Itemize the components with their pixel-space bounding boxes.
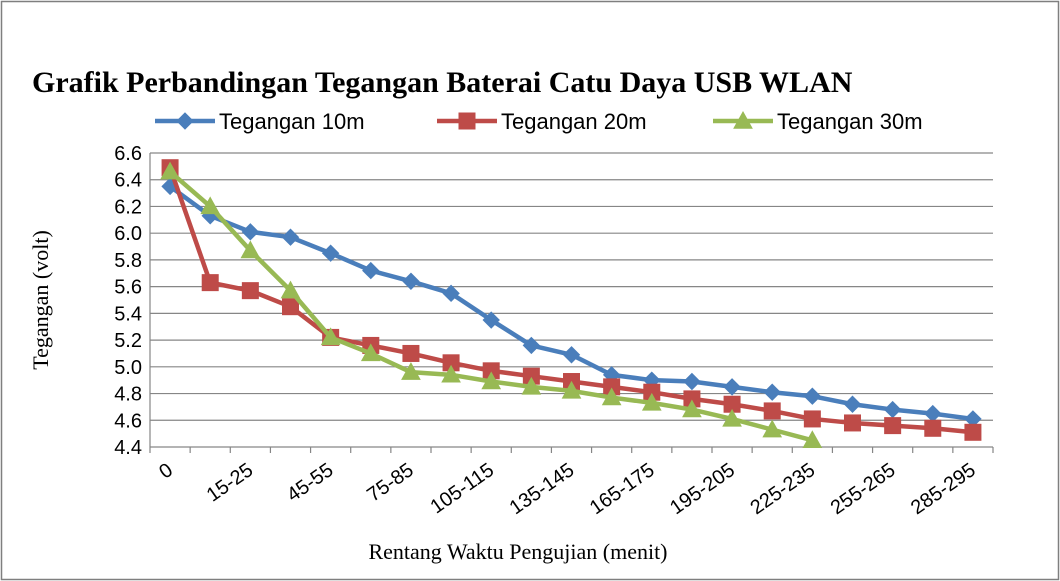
data-point [402,272,420,290]
data-point [281,228,300,246]
data-point [601,387,622,406]
data-point [803,410,821,428]
data-point [362,261,380,280]
data-point [201,274,219,292]
data-point [458,112,476,130]
data-point [521,376,542,395]
data-point [320,327,341,346]
data-point [803,387,822,405]
legend: Tegangan 10m Tegangan 20m Tegangan 30m [155,109,923,134]
data-point [522,336,541,355]
data-point [481,371,502,390]
legend-item: Tegangan 20m [437,109,647,134]
data-point [321,244,340,262]
y-tick-label: 5.8 [114,250,142,272]
legend-label: Tegangan 30m [777,109,923,134]
chart-title: Grafik Perbandingan Tegangan Baterai Cat… [32,66,853,99]
y-tick-label: 5.0 [114,357,142,379]
series-3 [160,161,823,449]
data-point [441,364,461,383]
data-point [160,161,180,180]
data-point [733,110,753,129]
data-point [641,392,662,411]
data-point [282,298,299,316]
y-axis-label: Tegangan (volt) [28,230,53,370]
data-point [763,402,781,420]
data-point [844,414,861,432]
data-point [241,282,259,300]
legend-label: Tegangan 10m [219,109,365,134]
data-point [200,196,221,215]
data-point [843,395,862,413]
y-tick-label: 5.4 [114,303,142,325]
data-point [482,311,500,329]
legend-label: Tegangan 20m [501,109,647,134]
x-axis-label: Rentang Waktu Pengujian (menit) [368,539,667,564]
y-tick-label: 6.6 [114,143,142,165]
y-tick-label: 5.2 [114,330,142,352]
data-point [280,280,301,299]
legend-item: Tegangan 10m [155,109,365,134]
data-point [401,362,421,380]
data-point [924,419,942,437]
data-point [683,372,701,391]
data-point [682,399,702,418]
y-tick-label: 5.6 [114,277,142,299]
data-point [240,240,261,259]
y-tick-label: 6.0 [114,223,142,245]
data-point [360,343,381,362]
data-point [176,112,194,130]
data-point [562,346,581,364]
data-point [802,430,823,449]
axes [149,153,994,453]
data-point [964,423,982,441]
legend-item: Tegangan 30m [713,109,923,134]
y-tick-label: 4.6 [114,410,142,432]
data-point [561,380,582,399]
y-axis-ticks: 4.4 4.6 4.8 5.0 5.2 5.4 5.6 5.8 6.0 6.2 6.4 6.6 [114,143,142,459]
gridlines [150,152,993,421]
data-point [884,417,902,435]
data-point [442,284,460,303]
data-point [241,223,260,241]
data-point [402,344,420,362]
data-point [722,408,742,427]
y-tick-label: 6.4 [114,170,142,192]
y-tick-label: 4.4 [114,437,142,459]
y-tick-label: 4.8 [114,384,142,406]
data-point [762,419,783,438]
y-tick-label: 6.2 [114,196,142,218]
data-point [763,383,781,401]
series-layer [160,159,982,449]
data-point [723,378,741,396]
